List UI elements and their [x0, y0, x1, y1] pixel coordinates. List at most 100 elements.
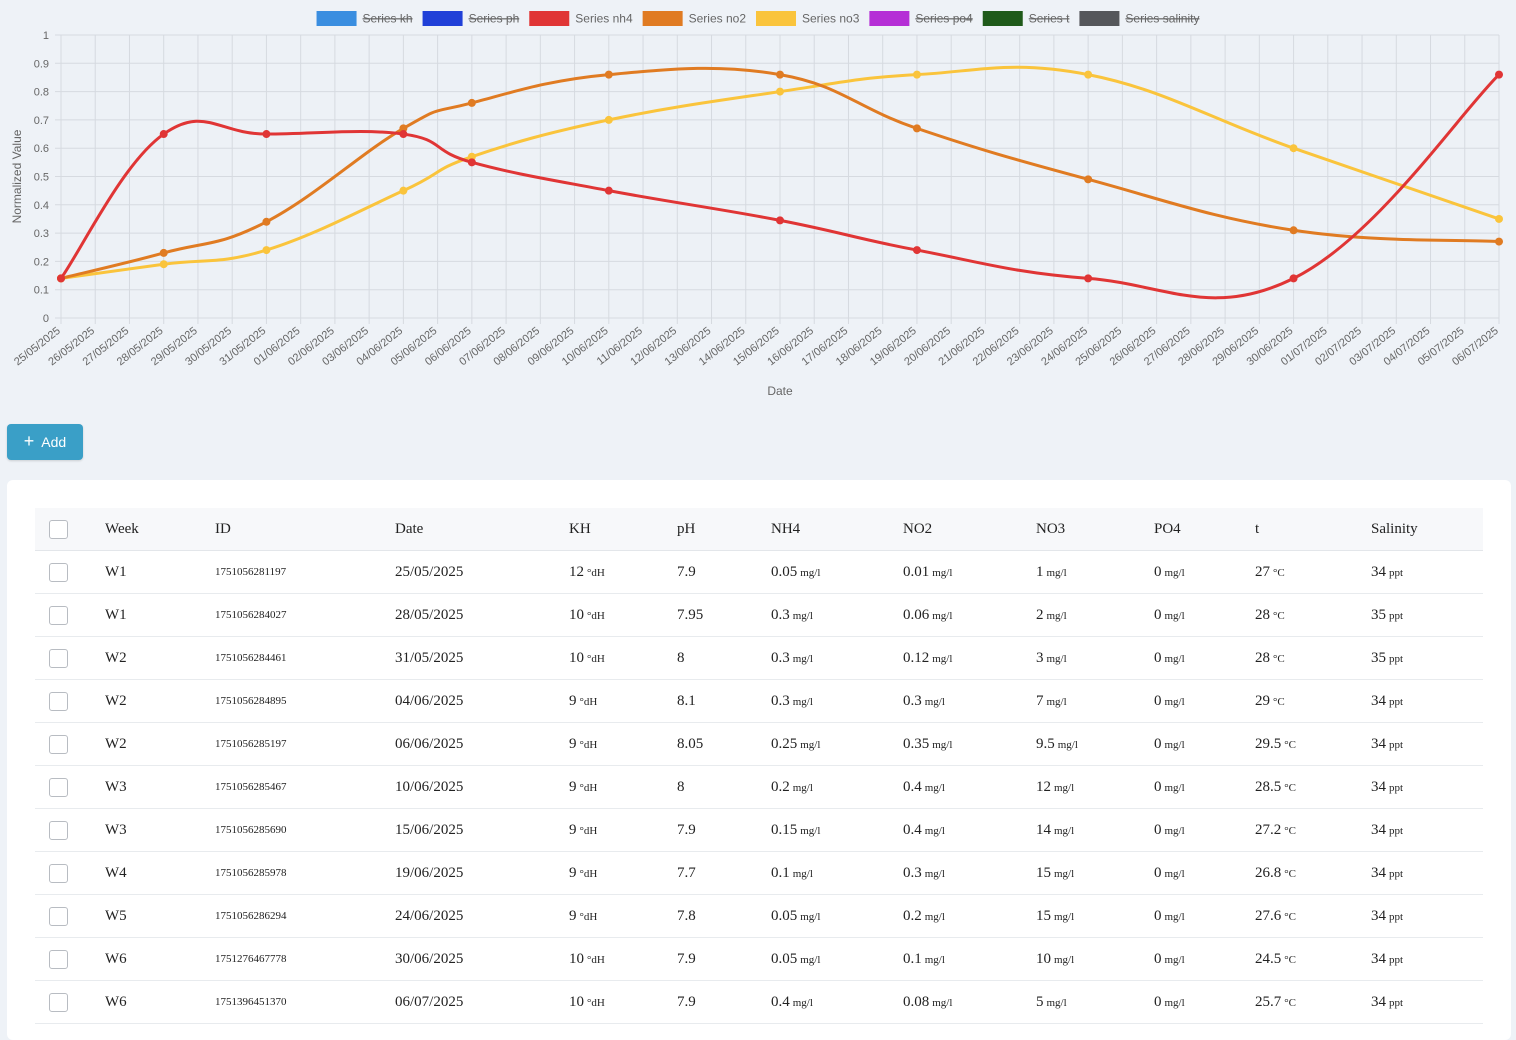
kh-unit: °dH	[579, 910, 598, 923]
header-nh4[interactable]: NH4	[771, 508, 903, 551]
row-select-cell	[35, 980, 105, 1024]
row-checkbox[interactable]	[49, 863, 68, 883]
week-value: W4	[105, 864, 127, 881]
data-point	[776, 70, 784, 79]
legend-label[interactable]: Series no2	[689, 12, 747, 26]
id-value: 1751276467778	[215, 953, 287, 965]
week-value: W1	[105, 606, 127, 623]
salinity-cell: 34 ppt	[1371, 980, 1483, 1024]
row-checkbox[interactable]	[49, 648, 68, 668]
id-cell: 1751056285197	[215, 722, 395, 766]
salinity-value: 34	[1371, 864, 1386, 881]
series-line-series-no3	[60, 65, 1500, 280]
no2-cell: 0.4 mg/l	[903, 808, 1036, 852]
no3-cell: 12 mg/l	[1036, 765, 1154, 809]
row-checkbox[interactable]	[49, 734, 68, 754]
row-checkbox[interactable]	[49, 820, 68, 840]
header-po4[interactable]: PO4	[1154, 508, 1255, 551]
no2-value: 0.4	[903, 821, 922, 838]
po4-unit: mg/l	[1164, 695, 1185, 708]
ph-cell: 7.7	[677, 851, 771, 895]
po4-unit: mg/l	[1164, 996, 1185, 1009]
add-button[interactable]: + Add	[7, 424, 83, 460]
no3-unit: mg/l	[1046, 566, 1067, 579]
kh-unit: °dH	[587, 652, 605, 665]
po4-unit: mg/l	[1164, 781, 1185, 794]
legend-label[interactable]: Series po4	[915, 12, 973, 26]
t-unit: °C	[1273, 566, 1285, 579]
t-cell: 29 °C	[1255, 679, 1371, 723]
kh-value: 10	[569, 993, 584, 1010]
table-row[interactable]: W3 1751056285690 15/06/2025 9 °dH 7.9 0.15 mg/l…	[35, 808, 1483, 852]
legend-label[interactable]: Series kh	[363, 12, 413, 26]
t-unit: °C	[1284, 996, 1296, 1009]
y-tick-label: 0.1	[34, 285, 49, 297]
t-value: 28.5	[1255, 778, 1282, 795]
legend-label[interactable]: Series t	[1029, 12, 1070, 26]
nh4-unit: mg/l	[800, 910, 821, 923]
date-value: 10/06/2025	[395, 778, 464, 795]
table-row[interactable]: W3 1751056285467 10/06/2025 9 °dH 8 0.2 mg/l 0.4…	[35, 765, 1483, 809]
table-row[interactable]: W1 1751056281197 25/05/2025 12 °dH 7.9 0.05 mg/…	[35, 550, 1483, 594]
table-row[interactable]: W1 1751056284027 28/05/2025 10 °dH 7.95 0.3 mg/…	[35, 593, 1483, 637]
kh-unit: °dH	[579, 781, 598, 794]
row-checkbox[interactable]	[49, 605, 68, 625]
salinity-unit: ppt	[1389, 781, 1404, 794]
row-checkbox[interactable]	[49, 949, 68, 969]
t-unit: °C	[1273, 652, 1285, 665]
table-row[interactable]: W2 1751056284461 31/05/2025 10 °dH 8 0.3 mg/l 0.…	[35, 636, 1483, 680]
no3-value: 7	[1036, 692, 1044, 709]
table-row[interactable]: W6 1751396451370 06/07/2025 10 °dH 7.9 0.4 mg/l…	[35, 980, 1483, 1024]
legend-label[interactable]: Series ph	[469, 12, 520, 26]
po4-cell: 0 mg/l	[1154, 980, 1255, 1024]
table-row[interactable]: W4 1751056285978 19/06/2025 9 °dH 7.7 0.1 mg/l 0…	[35, 851, 1483, 895]
row-checkbox[interactable]	[49, 906, 68, 926]
date-cell: 04/06/2025	[395, 679, 569, 723]
chart-svg: 00.10.20.30.40.50.60.70.80.9125/05/20252…	[10, 11, 1503, 398]
row-checkbox[interactable]	[49, 992, 68, 1012]
nh4-unit: mg/l	[800, 738, 821, 751]
header-date[interactable]: Date	[395, 508, 569, 551]
id-value: 1751056285978	[215, 867, 287, 879]
nh4-cell: 0.05 mg/l	[771, 894, 903, 938]
data-point	[159, 130, 168, 139]
row-checkbox[interactable]	[49, 691, 68, 711]
header-id[interactable]: ID	[215, 508, 395, 551]
header-no2[interactable]: NO2	[903, 508, 1036, 551]
legend-label[interactable]: Series salinity	[1125, 12, 1199, 26]
table-row[interactable]: W2 1751056285197 06/06/2025 9 °dH 8.05 0.25 mg/…	[35, 722, 1483, 766]
y-tick-label: 0	[43, 313, 49, 325]
table-row[interactable]: W5 1751056286294 24/06/2025 9 °dH 7.8 0.05 mg/l…	[35, 894, 1483, 938]
header-t[interactable]: t	[1255, 508, 1371, 551]
select-all-checkbox[interactable]	[49, 519, 68, 539]
header-no3[interactable]: NO3	[1036, 508, 1154, 551]
row-checkbox[interactable]	[49, 562, 68, 582]
row-checkbox[interactable]	[49, 777, 68, 797]
week-value: W5	[105, 907, 127, 924]
table-row[interactable]: W6 1751276467778 30/06/2025 10 °dH 7.9 0.05 mg/…	[35, 937, 1483, 981]
data-point	[159, 248, 168, 257]
header-ph[interactable]: pH	[677, 508, 771, 551]
ph-value: 8	[677, 649, 685, 666]
ph-value: 8.1	[677, 692, 696, 709]
legend-label[interactable]: Series nh4	[575, 12, 633, 26]
t-unit: °C	[1284, 781, 1296, 794]
header-week[interactable]: Week	[105, 508, 215, 551]
po4-unit: mg/l	[1164, 652, 1185, 665]
legend-swatch	[869, 11, 910, 26]
header-salinity[interactable]: Salinity	[1371, 508, 1483, 551]
date-cell: 06/07/2025	[395, 980, 569, 1024]
no3-unit: mg/l	[1054, 953, 1075, 966]
nh4-value: 0.25	[771, 735, 798, 752]
legend-label[interactable]: Series no3	[802, 12, 860, 26]
data-point	[1289, 226, 1298, 235]
no3-value: 9.5	[1036, 735, 1055, 752]
date-value: 06/07/2025	[395, 993, 464, 1010]
week-cell: W1	[105, 593, 215, 637]
table-row[interactable]: W2 1751056284895 04/06/2025 9 °dH 8.1 0.3 mg/l 0…	[35, 679, 1483, 723]
no2-cell: 0.4 mg/l	[903, 765, 1036, 809]
kh-unit: °dH	[587, 953, 605, 966]
header-kh[interactable]: KH	[569, 508, 677, 551]
t-cell: 26.8 °C	[1255, 851, 1371, 895]
ph-cell: 7.9	[677, 980, 771, 1024]
